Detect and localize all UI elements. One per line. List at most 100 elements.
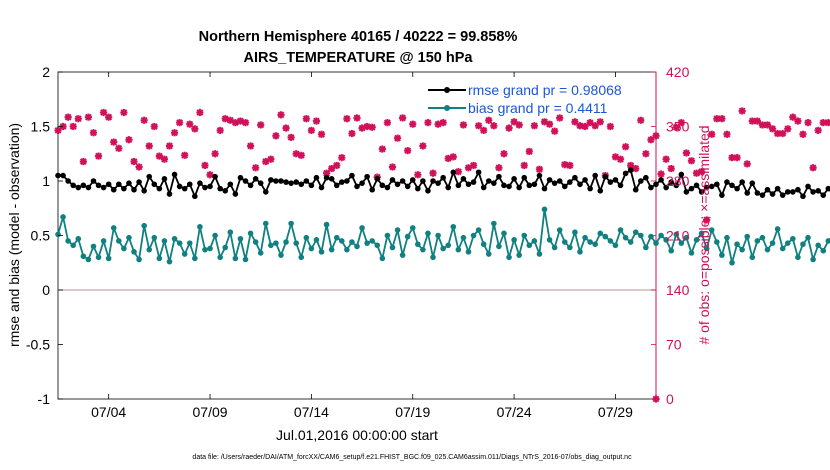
rmse-series-point [693, 182, 700, 189]
rmse-series-point [597, 188, 604, 194]
obs-count-marker [586, 119, 594, 127]
bias-series-point [75, 235, 82, 242]
x-tick-label: 07/09 [193, 404, 228, 420]
obs-count-marker [414, 171, 422, 179]
rmse-series-point [176, 183, 183, 190]
obs-count-marker [672, 123, 680, 131]
obs-count-marker [556, 114, 564, 122]
bias-series-point [470, 232, 477, 239]
obs-count-marker [652, 132, 660, 140]
obs-count-marker [809, 164, 817, 172]
x-tick-label: 07/24 [497, 404, 532, 420]
bias-series-point [800, 241, 806, 248]
bias-series-point [181, 251, 188, 257]
obs-count-marker [520, 161, 528, 170]
obs-count-marker [459, 121, 468, 129]
legend-rmse-marker [444, 87, 450, 93]
rmse-series-point [364, 173, 370, 180]
bias-series-point [242, 256, 249, 263]
bias-series-point [779, 245, 786, 252]
bias-series-point [90, 243, 97, 250]
obs-count-marker [439, 119, 447, 127]
obs-count-marker [738, 107, 746, 115]
obs-count-marker [545, 120, 554, 128]
obs-count-marker [606, 122, 614, 131]
bias-series-point [784, 240, 791, 246]
bias-series-point [496, 243, 502, 250]
rmse-series-point [369, 186, 376, 193]
rmse-series-point [65, 178, 71, 184]
rmse-series-point [242, 178, 249, 184]
bias-series-point [622, 234, 629, 241]
bias-series-point [769, 240, 776, 246]
obs-count-marker [267, 155, 275, 163]
bias-series-point [141, 222, 147, 229]
rmse-series-point [779, 192, 786, 198]
axis-ticks: 07/04 07/09 07/14 07/19 07/24 07/29 -1 -0.5 0 0.5… [26, 64, 690, 420]
rmse-series-point [131, 186, 137, 193]
bias-series-point [430, 254, 436, 261]
obs-count-marker [449, 153, 457, 161]
bias-series-point [354, 243, 360, 250]
chart-title-line1: Northern Hemisphere 40165 / 40222 = 99.8… [199, 29, 518, 45]
bias-series-point [688, 250, 695, 256]
bias-series-point [212, 232, 218, 239]
bias-series-point [526, 242, 533, 249]
bias-series-point [739, 246, 745, 253]
bias-series-point [719, 252, 725, 258]
y-right-tick-label: 0 [666, 391, 674, 407]
bias-series-point [531, 238, 538, 244]
obs-count-marker [74, 115, 82, 123]
obs-count-marker [89, 129, 98, 137]
rmse-series-point [632, 186, 639, 193]
rmse-series-point [222, 188, 229, 194]
obs-count-marker [743, 160, 751, 168]
obs-count-marker [621, 143, 630, 151]
bias-series-point [273, 240, 279, 246]
bias-series-point [425, 230, 431, 237]
obs-count-marker [824, 119, 830, 127]
y-left-tick-label: -0.5 [26, 337, 50, 353]
bias-series-point [648, 233, 654, 240]
obs-count-marker [596, 118, 604, 126]
obs-count-marker [515, 121, 523, 129]
rmse-series-point [592, 172, 598, 179]
bias-series-point [480, 241, 487, 248]
obs-count-marker [211, 150, 219, 158]
obs-count-marker [713, 115, 721, 123]
rmse-series-point [217, 185, 223, 192]
obs-count-marker [429, 169, 437, 177]
obs-count-marker [105, 113, 113, 121]
rmse-series-point [100, 184, 107, 191]
rmse-series-point [273, 178, 279, 184]
rmse-series-point [683, 189, 690, 195]
x-axis-label: Jul.01,2016 00:00:00 start [276, 427, 438, 443]
bias-series-point [394, 227, 401, 233]
bias-series-point [379, 255, 386, 262]
bias-series-point [136, 256, 142, 263]
obs-count-marker [500, 150, 508, 158]
rmse-series [55, 167, 830, 200]
rmse-series-point [359, 180, 365, 186]
obs-count-marker [257, 121, 265, 129]
rmse-series-point [607, 179, 614, 185]
bias-series-point [683, 234, 690, 241]
bias-series-point [323, 221, 330, 228]
obs-count-marker [165, 142, 174, 150]
bias-series-point [764, 246, 771, 253]
bias-series-point [197, 223, 203, 230]
bias-series-point [171, 235, 178, 242]
rmse-series-point [141, 188, 147, 194]
rmse-series-point [612, 177, 619, 183]
rmse-series-point [293, 179, 299, 185]
bias-series-point [744, 233, 751, 240]
obs-count-marker [530, 122, 538, 130]
rmse-series-point [536, 172, 543, 179]
rmse-series-point [349, 172, 355, 179]
bias-series-point [632, 229, 639, 236]
bias-series-point [597, 230, 604, 237]
obs-count-marker [566, 161, 574, 170]
y-left-tick-label: 0 [42, 282, 50, 298]
obs-count-marker [312, 117, 321, 125]
bias-series-point [435, 232, 441, 239]
